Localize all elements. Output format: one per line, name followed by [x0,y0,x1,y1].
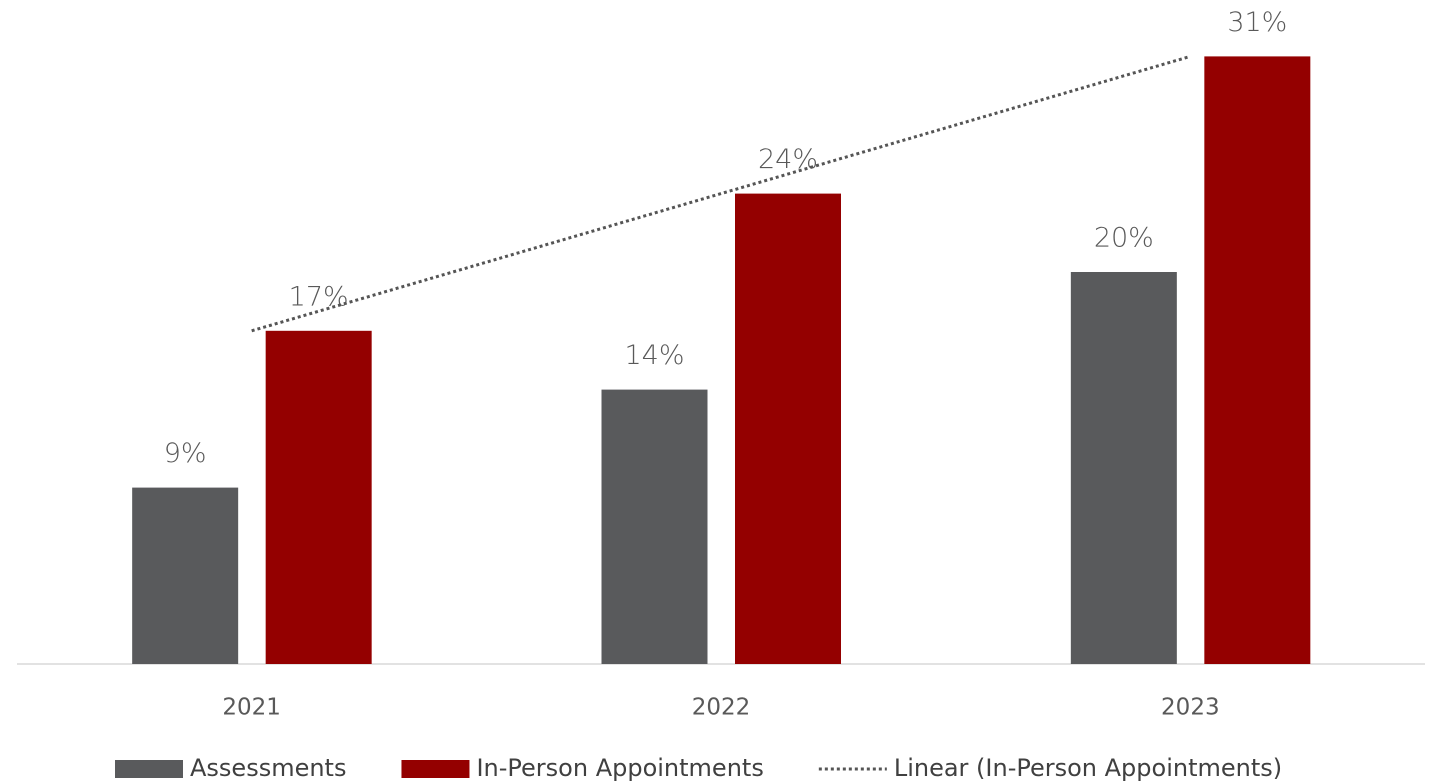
bar [1204,56,1311,664]
legend-label: Assessments [190,754,346,782]
legend-swatch [115,760,183,778]
bar [601,389,708,664]
legend-swatch [401,760,470,778]
bar [132,487,239,664]
x-tick-label: 2022 [692,695,751,721]
bar [1070,272,1177,664]
x-tick-label: 2023 [1161,695,1220,721]
data-label: 31% [1227,7,1287,38]
x-tick-label: 2021 [222,695,281,721]
data-label: 20% [1094,223,1154,254]
bar [735,193,841,664]
data-label: 9% [164,438,207,469]
legend-label: Linear (In-Person Appointments) [894,754,1282,782]
data-label: 14% [624,340,684,371]
bar [265,330,372,664]
trendline [251,54,1191,333]
data-label: 17% [289,281,349,312]
legend-label: In-Person Appointments [476,754,763,782]
data-label: 24% [758,144,818,175]
